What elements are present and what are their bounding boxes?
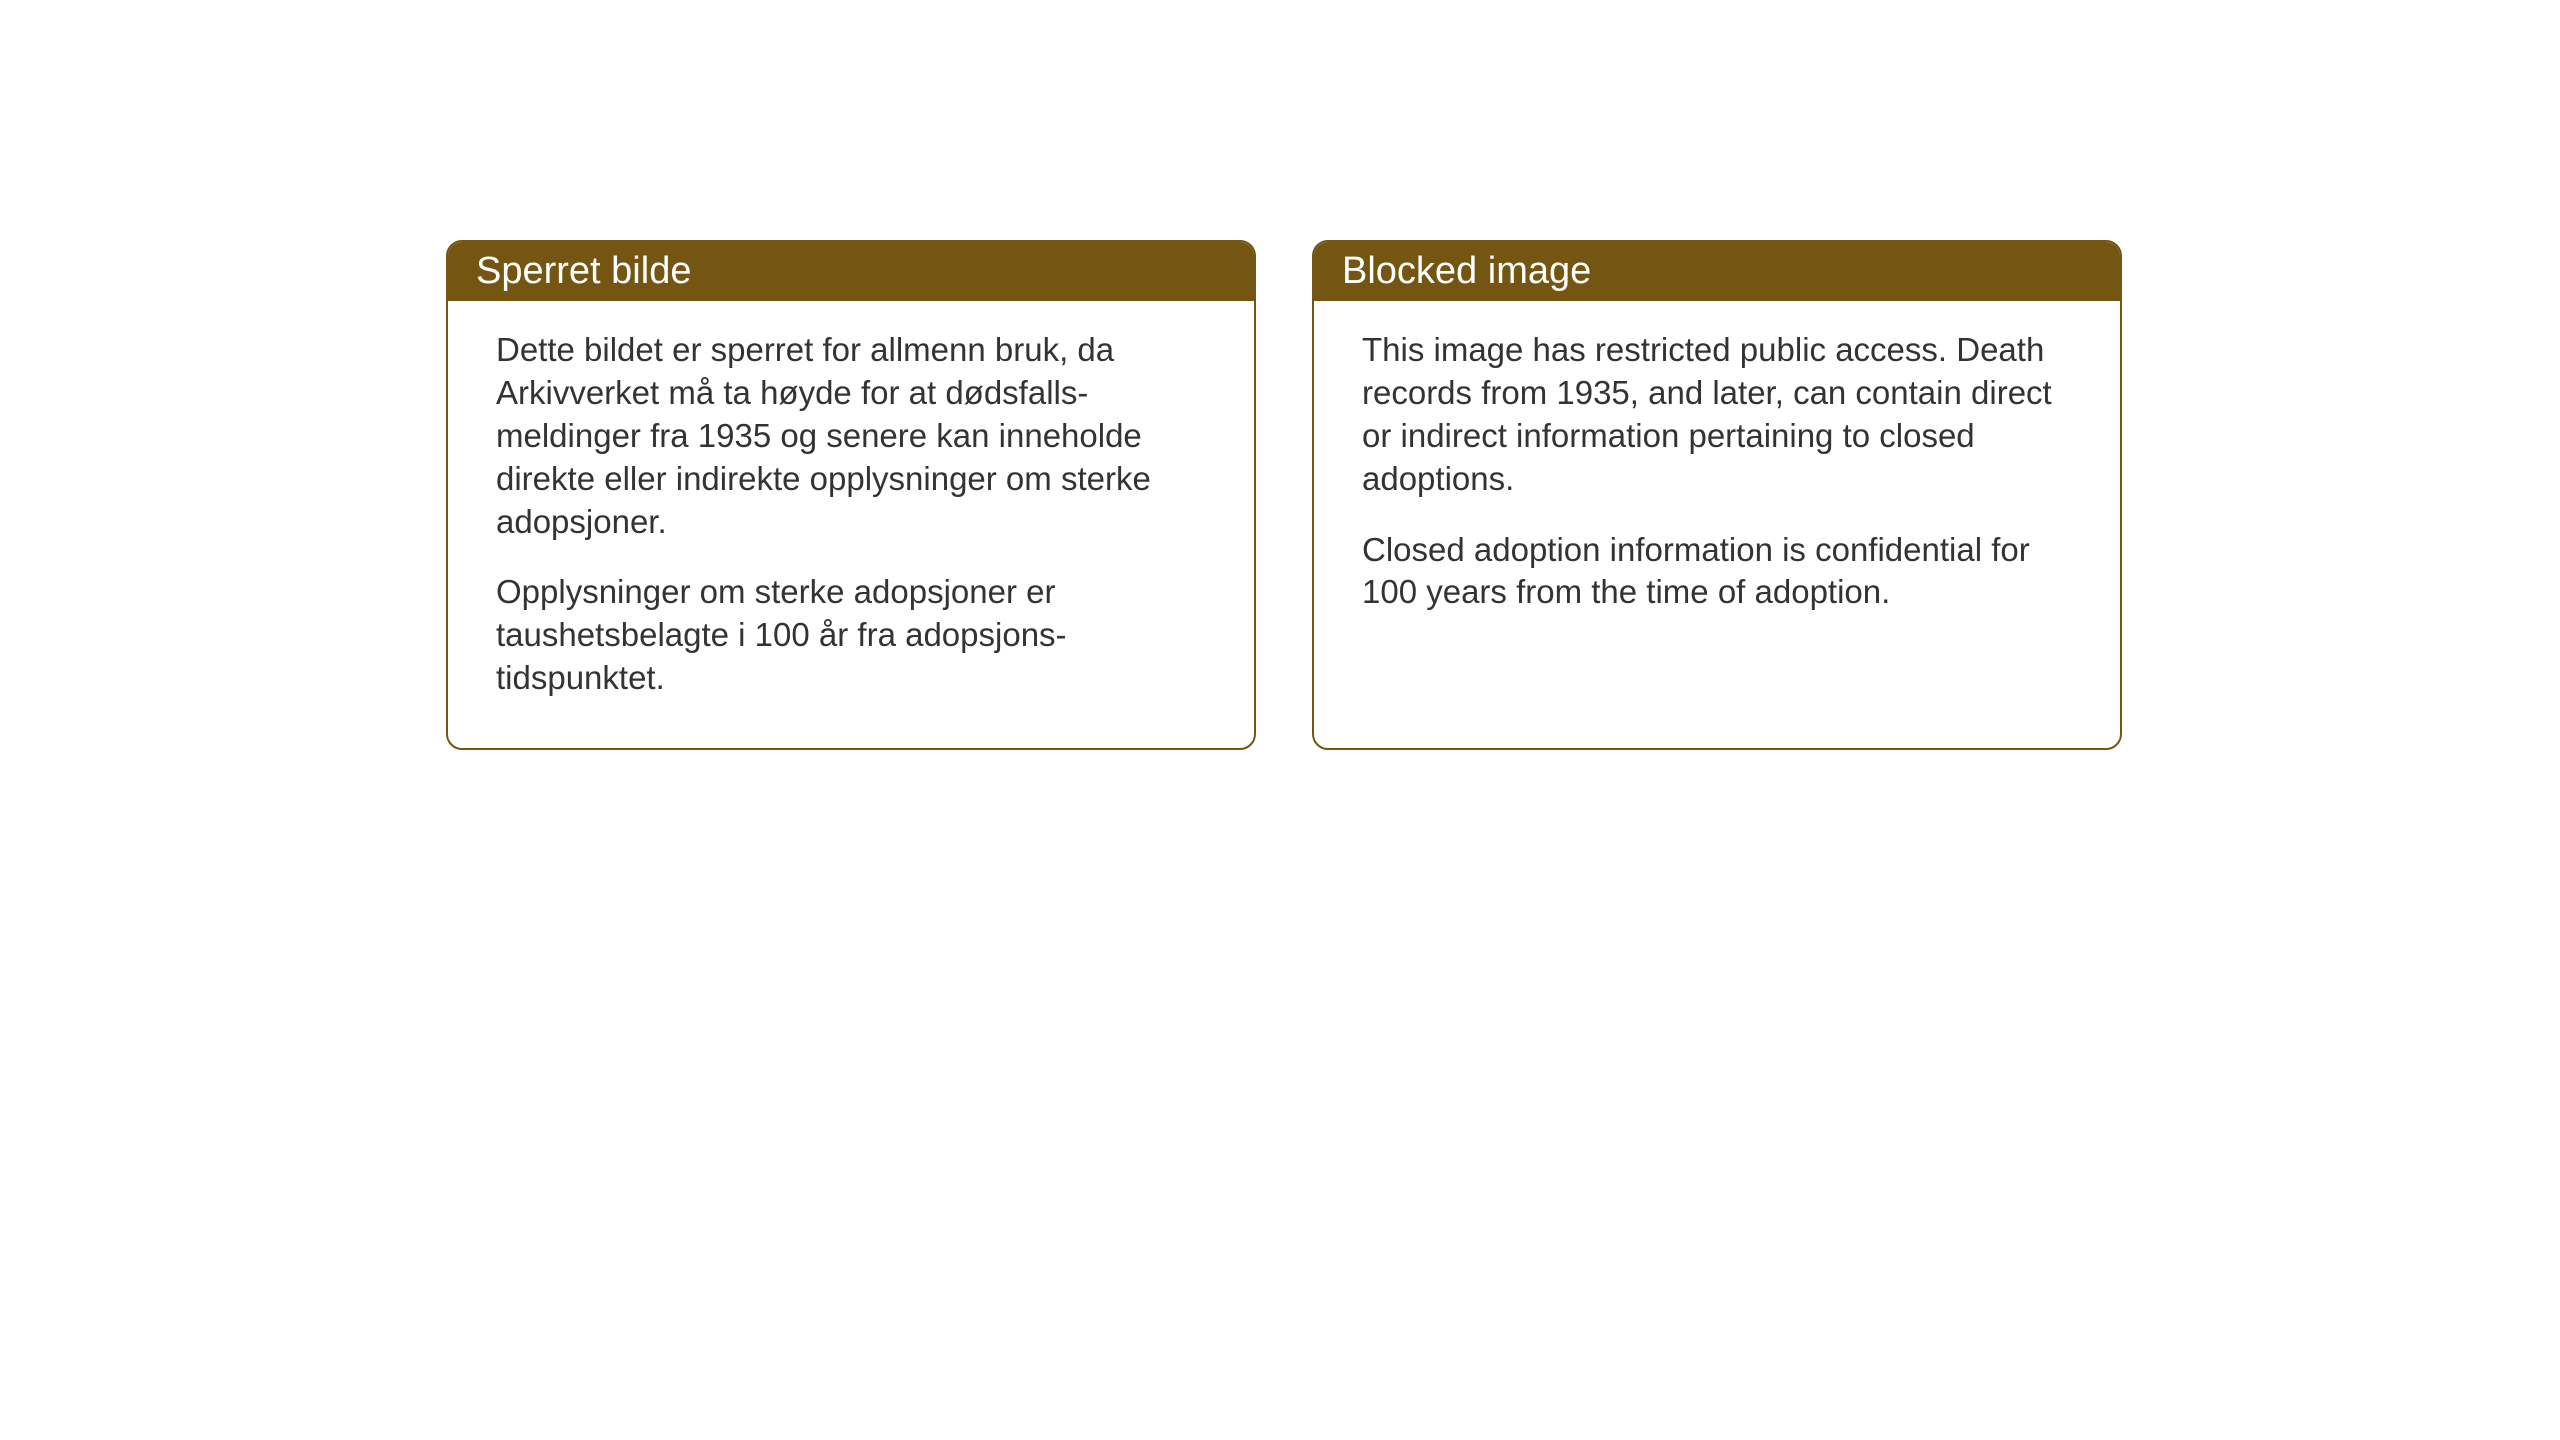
notice-card-english: Blocked image This image has restricted … xyxy=(1312,240,2122,750)
notice-paragraph-2-english: Closed adoption information is confident… xyxy=(1362,529,2072,615)
notice-paragraph-2-norwegian: Opplysninger om sterke adopsjoner er tau… xyxy=(496,571,1206,700)
notice-card-norwegian: Sperret bilde Dette bildet er sperret fo… xyxy=(446,240,1256,750)
notice-title-norwegian: Sperret bilde xyxy=(448,242,1254,301)
notice-container: Sperret bilde Dette bildet er sperret fo… xyxy=(446,240,2122,750)
notice-paragraph-1-norwegian: Dette bildet er sperret for allmenn bruk… xyxy=(496,329,1206,543)
notice-paragraph-1-english: This image has restricted public access.… xyxy=(1362,329,2072,501)
notice-body-english: This image has restricted public access.… xyxy=(1314,301,2120,650)
notice-body-norwegian: Dette bildet er sperret for allmenn bruk… xyxy=(448,301,1254,736)
notice-title-english: Blocked image xyxy=(1314,242,2120,301)
